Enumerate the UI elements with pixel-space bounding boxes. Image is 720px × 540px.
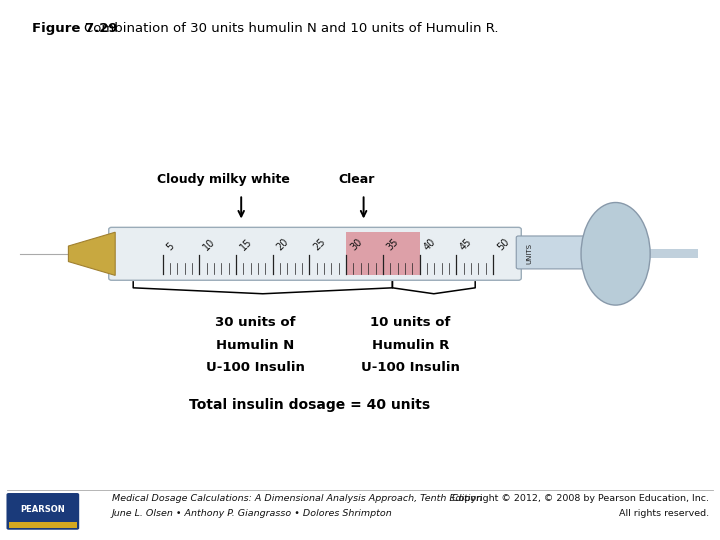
Text: June L. Olsen • Anthony P. Giangrasso • Dolores Shrimpton: June L. Olsen • Anthony P. Giangrasso • … [112, 509, 392, 518]
Text: Cloudy milky white: Cloudy milky white [157, 173, 289, 186]
Bar [346, 232, 420, 275]
Bar [644, 249, 698, 258]
Text: 30 units of: 30 units of [215, 316, 296, 329]
Text: 20: 20 [275, 237, 291, 253]
Text: 10 units of: 10 units of [370, 316, 451, 329]
Text: 30: 30 [348, 237, 364, 253]
Text: Humulin N: Humulin N [217, 339, 294, 352]
Bar [9, 522, 77, 528]
Text: Medical Dosage Calculations: A Dimensional Analysis Approach, Tenth Edition: Medical Dosage Calculations: A Dimension… [112, 494, 482, 503]
Text: Combination of 30 units humulin N and 10 units of Humulin R.: Combination of 30 units humulin N and 10… [84, 22, 499, 35]
FancyBboxPatch shape [109, 227, 521, 280]
Polygon shape [68, 232, 115, 275]
Text: 45: 45 [459, 237, 474, 253]
Text: Clear: Clear [338, 173, 374, 186]
Text: Figure 7.29: Figure 7.29 [32, 22, 118, 35]
Text: Total insulin dosage = 40 units: Total insulin dosage = 40 units [189, 398, 430, 412]
Text: 15: 15 [238, 237, 254, 253]
Text: Humulin R: Humulin R [372, 339, 449, 352]
Text: PEARSON: PEARSON [20, 505, 65, 514]
Text: Copyright © 2012, © 2008 by Pearson Education, Inc.: Copyright © 2012, © 2008 by Pearson Educ… [452, 494, 709, 503]
Text: 50: 50 [495, 237, 511, 253]
Text: 10: 10 [202, 237, 217, 253]
Text: UNITS: UNITS [526, 244, 532, 264]
Text: U-100 Insulin: U-100 Insulin [206, 361, 305, 374]
Text: All rights reserved.: All rights reserved. [619, 509, 709, 518]
Text: 25: 25 [312, 237, 328, 253]
Ellipse shape [581, 202, 650, 305]
FancyBboxPatch shape [6, 493, 79, 530]
Text: 40: 40 [422, 237, 438, 253]
Text: 5: 5 [165, 241, 176, 253]
Text: 35: 35 [385, 237, 401, 253]
Text: U-100 Insulin: U-100 Insulin [361, 361, 460, 374]
FancyBboxPatch shape [516, 236, 618, 269]
